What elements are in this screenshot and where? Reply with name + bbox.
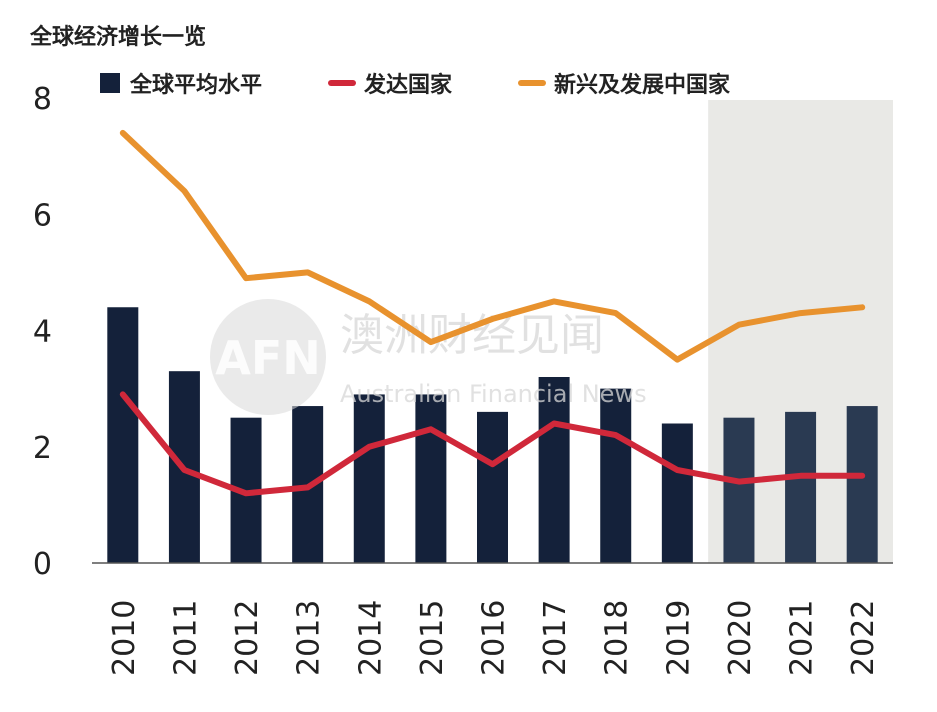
y-tick-label: 2 (33, 431, 52, 466)
bar-2018 (600, 388, 632, 563)
watermark-logo-circle (210, 299, 326, 415)
y-tick-label: 4 (33, 315, 52, 350)
bar-2019 (661, 423, 693, 563)
x-tick-label-2014: 2014 (353, 600, 388, 676)
x-tick-label-2021: 2021 (785, 600, 820, 676)
y-axis-ticks: 0 2 4 6 8 (33, 82, 52, 582)
series-lines (119, 129, 866, 497)
legend-swatch-emerging (518, 80, 546, 86)
bar-2010 (107, 307, 139, 563)
x-tick-label-2011: 2011 (168, 600, 203, 676)
x-tick-label-2020: 2020 (723, 600, 758, 676)
bar-2015 (415, 394, 447, 563)
legend: 全球平均水平 发达国家 新兴及发展中国家 (100, 72, 731, 98)
legend-label-global: 全球平均水平 (129, 72, 262, 98)
bar-2016 (477, 411, 508, 563)
bar-2021 (785, 411, 817, 563)
watermark-subtitle: Australian Financial News (340, 380, 647, 408)
bar-2020 (723, 417, 755, 563)
watermark-name: 澳洲财经见闻 (340, 310, 604, 361)
bar-2017 (538, 377, 570, 563)
y-tick-label: 8 (33, 82, 52, 117)
legend-swatch-bar (100, 73, 120, 93)
bar-2014 (353, 394, 385, 563)
watermark: AFN 澳洲财经见闻 Australian Financial News (210, 299, 647, 415)
x-tick-label-2017: 2017 (538, 600, 573, 676)
x-tick-label-2019: 2019 (661, 600, 696, 676)
watermark-logo-text: AFN (215, 331, 321, 385)
y-tick-label: 0 (33, 547, 52, 582)
y-tick-label: 6 (33, 198, 52, 233)
x-tick-label-2015: 2015 (415, 600, 450, 676)
x-axis-ticks: 2010 2011 2012 2013 2014 2015 2016 2017 2018 2019… (107, 600, 881, 676)
x-tick-label-2022: 2022 (846, 600, 881, 676)
x-tick-label-2012: 2012 (230, 600, 265, 676)
x-tick-label-2016: 2016 (477, 600, 512, 676)
x-tick-label-2010: 2010 (107, 600, 142, 676)
legend-swatch-developed (328, 80, 356, 86)
legend-label-developed: 发达国家 (363, 72, 453, 98)
bar-2022 (846, 406, 878, 563)
legend-label-emerging: 新兴及发展中国家 (554, 72, 731, 98)
chart-title: 全球经济增长一览 (29, 24, 206, 50)
x-tick-label-2013: 2013 (292, 600, 327, 676)
x-tick-label-2018: 2018 (600, 600, 635, 676)
